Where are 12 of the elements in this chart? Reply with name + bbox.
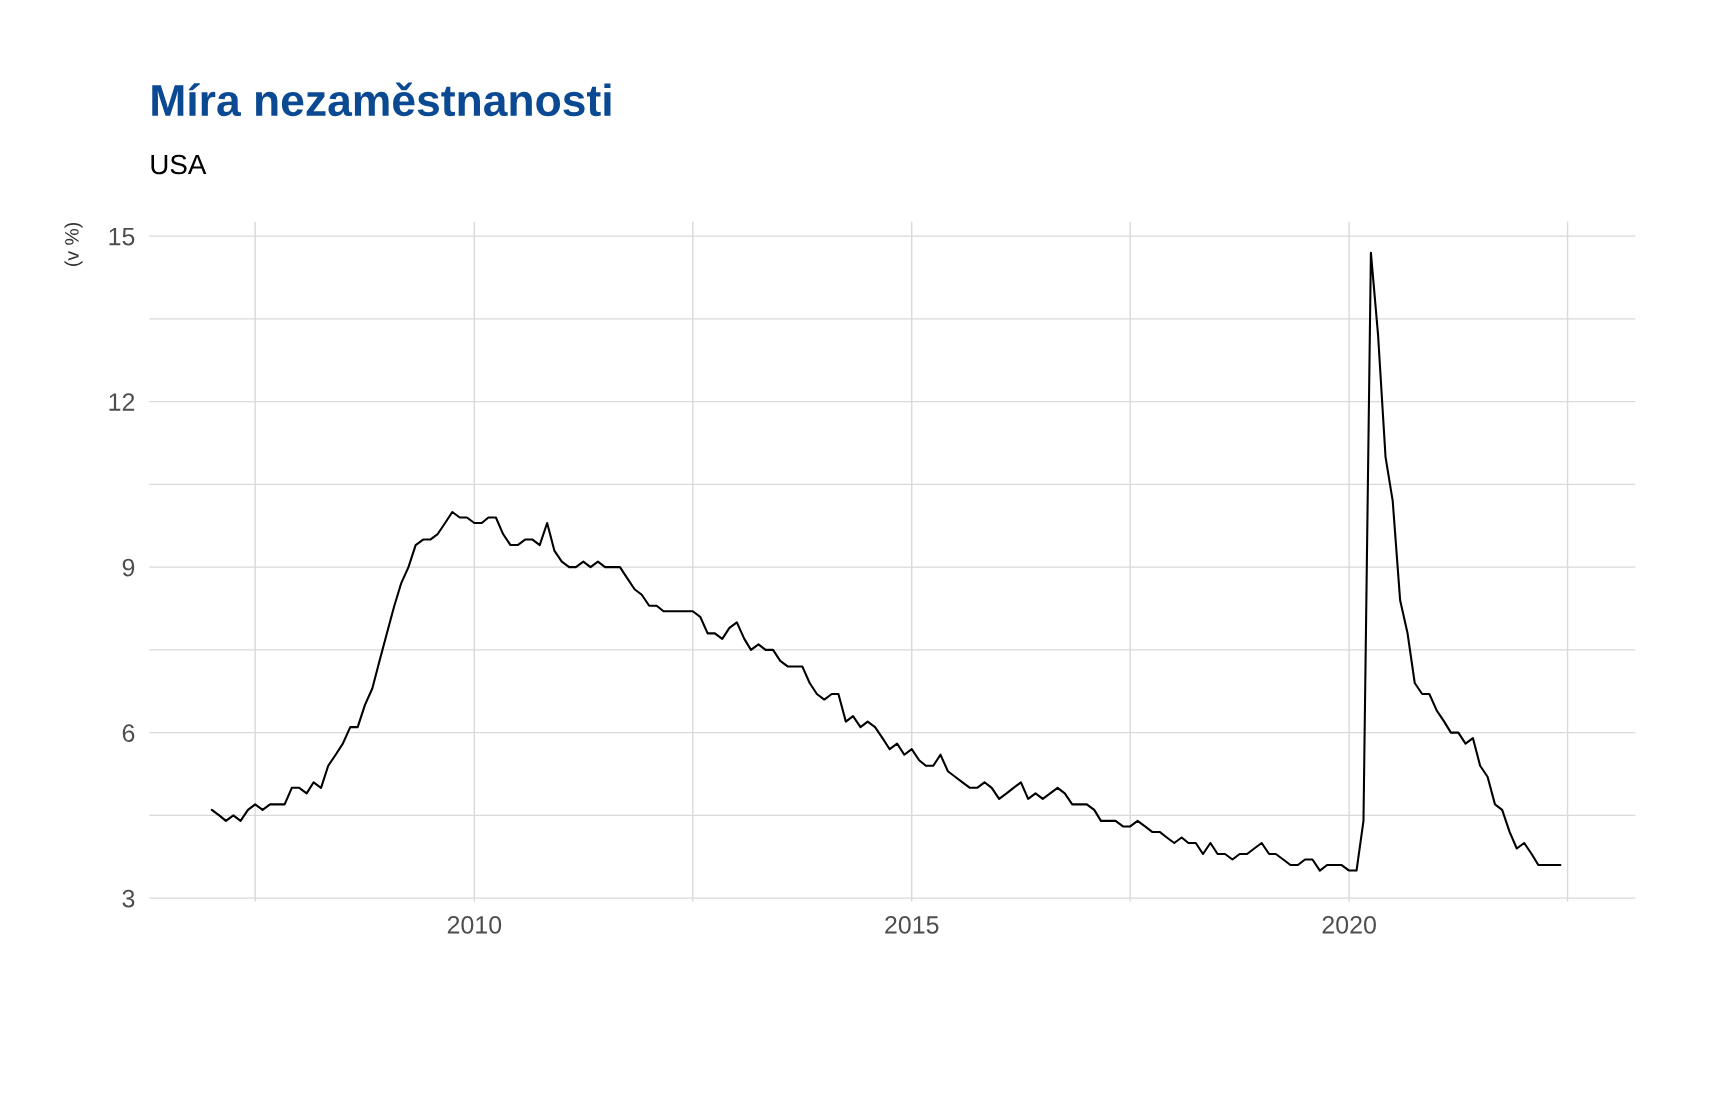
y-tick-label: 12 bbox=[109, 393, 135, 411]
x-tick-label: 2015 bbox=[885, 916, 939, 934]
y-tick-label: 3 bbox=[122, 889, 135, 908]
line-series bbox=[210, 251, 1562, 872]
y-tick-label: 9 bbox=[122, 558, 135, 577]
chart-title: Míra nezaměstnanosti bbox=[152, 82, 611, 117]
y-tick-label: 15 bbox=[109, 228, 135, 246]
chart-subtitle: USA bbox=[151, 154, 207, 175]
y-axis-title: (v %) bbox=[64, 223, 83, 266]
x-tick-label: 2020 bbox=[1322, 916, 1376, 934]
x-tick-label: 2010 bbox=[447, 916, 502, 934]
y-tick-label: 6 bbox=[122, 724, 135, 742]
